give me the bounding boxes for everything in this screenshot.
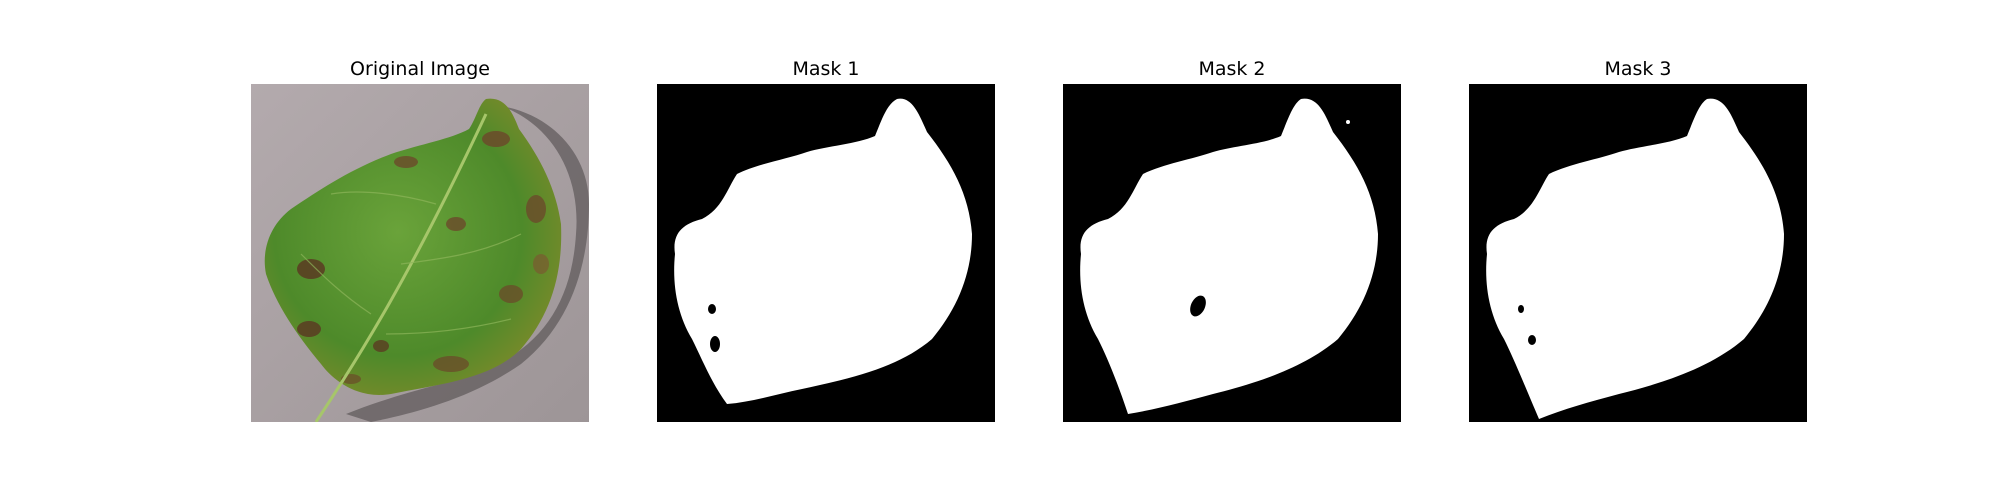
panel-mask-1: Mask 1 [657,0,995,500]
panel-mask-2: Mask 2 [1063,0,1401,500]
mask-image [1063,84,1401,422]
panel-title: Mask 1 [792,58,860,80]
panel-mask-3: Mask 3 [1469,0,1807,500]
panel-title: Original Image [350,58,490,80]
panel-original-image: Original Image [251,0,589,500]
panel-title: Mask 3 [1604,58,1672,80]
leaf-photo [251,84,589,422]
mask-image [657,84,995,422]
panel-title: Mask 2 [1198,58,1266,80]
mask-image [1469,84,1807,422]
